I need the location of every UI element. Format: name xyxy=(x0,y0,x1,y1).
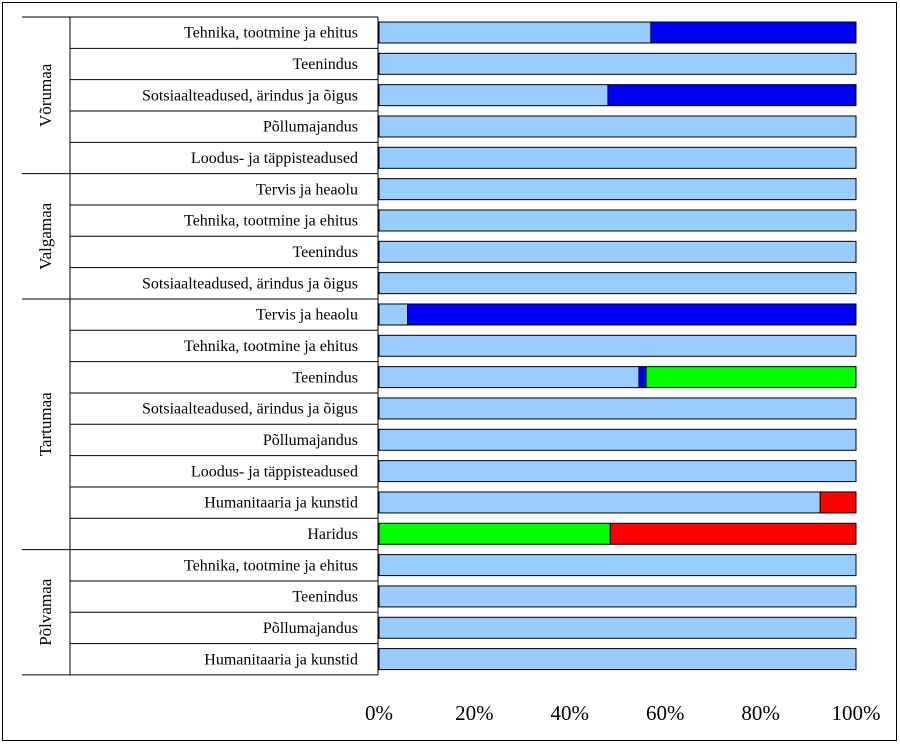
x-tick-label: 40% xyxy=(551,701,590,725)
bar-segment xyxy=(378,428,857,451)
bar-segment xyxy=(378,397,857,420)
category-label: Teenindus xyxy=(292,589,358,606)
x-tick-label: 0% xyxy=(365,701,393,725)
category-label: Loodus- ja täppisteadused xyxy=(191,463,358,480)
category-label: Teenindus xyxy=(292,56,358,73)
group-label: Tartumaa xyxy=(36,392,55,456)
bar-segment xyxy=(378,585,857,608)
category-label: Humanitaaria ja kunstid xyxy=(204,651,358,668)
category-label: Põllumajandus xyxy=(263,432,358,449)
bar-segment xyxy=(378,115,857,138)
bar-segment xyxy=(638,366,647,389)
category-label: Tehnika, tootmine ja ehitus xyxy=(184,213,358,230)
category-label: Tehnika, tootmine ja ehitus xyxy=(184,338,358,355)
x-tick-label: 80% xyxy=(741,701,780,725)
bar-segment xyxy=(378,272,857,295)
group-label: Põlvamaa xyxy=(36,578,55,645)
category-label: Teenindus xyxy=(292,244,358,261)
x-tick-label: 60% xyxy=(646,701,685,725)
stacked-bar-chart: Tehnika, tootmine ja ehitus Teenindus Sots… xyxy=(22,16,881,725)
bar-segment xyxy=(645,366,857,389)
bar-segment xyxy=(378,178,857,201)
bar-segment xyxy=(607,84,857,107)
category-label: Haridus xyxy=(307,526,358,543)
category-label: Põllumajandus xyxy=(263,119,358,136)
bar-segment xyxy=(378,21,652,44)
bar-segment xyxy=(378,554,857,577)
bar-segment xyxy=(378,84,609,107)
bar-segment xyxy=(378,146,857,169)
group-label: Võrumaa xyxy=(36,63,55,127)
bar-segment xyxy=(378,491,821,514)
bar-segment xyxy=(378,334,857,357)
x-tick-label: 20% xyxy=(455,701,494,725)
bar-segment xyxy=(378,648,857,671)
bar-segment xyxy=(378,52,857,75)
category-label: Loodus- ja täppisteadused xyxy=(191,150,358,167)
category-label: Sotsiaalteadused, ärindus ja õigus xyxy=(142,275,358,292)
bar-segment xyxy=(609,522,857,545)
bar-segment xyxy=(378,522,611,545)
category-label: Humanitaaria ja kunstid xyxy=(204,495,358,512)
category-label: Sotsiaalteadused, ärindus ja õigus xyxy=(142,87,358,104)
category-label: Tervis ja heaolu xyxy=(256,307,358,324)
bar-segment xyxy=(378,616,857,639)
category-label: Tehnika, tootmine ja ehitus xyxy=(184,557,358,574)
category-label: Teenindus xyxy=(292,369,358,386)
bar-segment xyxy=(378,366,640,389)
bar-segment xyxy=(407,303,857,326)
category-label: Tervis ja heaolu xyxy=(256,181,358,198)
bar-segment xyxy=(650,21,857,44)
bar-segment xyxy=(378,460,857,483)
bar-segment xyxy=(819,491,857,514)
group-label: Valgamaa xyxy=(36,202,55,269)
bar-segment xyxy=(378,240,857,263)
category-label: Tehnika, tootmine ja ehitus xyxy=(184,25,358,42)
category-label: Sotsiaalteadused, ärindus ja õigus xyxy=(142,401,358,418)
category-label: Põllumajandus xyxy=(263,620,358,637)
x-tick-label: 100% xyxy=(832,701,881,725)
bar-segment xyxy=(378,303,409,326)
bar-segment xyxy=(378,209,857,232)
